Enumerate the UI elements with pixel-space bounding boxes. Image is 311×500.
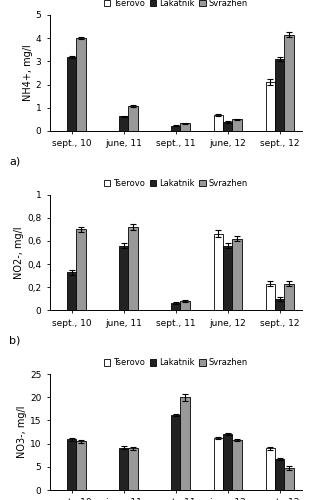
Legend: Tserovo, Lakatnik, Svrazhen: Tserovo, Lakatnik, Svrazhen [103,178,248,188]
Bar [180,301,190,310]
Bar [171,415,180,490]
Bar [119,246,128,310]
Bar [76,230,86,310]
Bar [285,468,294,490]
Bar [67,272,76,310]
Bar [223,434,232,490]
Bar [266,284,275,310]
Bar [128,106,138,131]
Bar [128,227,138,310]
Y-axis label: NO2-, mg/l: NO2-, mg/l [14,226,24,279]
Bar [214,115,223,131]
Bar [275,459,285,490]
Bar [128,448,138,490]
Bar [171,303,180,310]
Bar [76,38,86,131]
Bar [180,124,190,131]
Bar [119,448,128,490]
Bar [285,34,294,131]
Bar [223,122,232,131]
Bar [67,56,76,131]
Bar [232,238,242,310]
Bar [171,126,180,131]
Bar [119,116,128,131]
Legend: Tserovo, Lakatnik, Svrazhen: Tserovo, Lakatnik, Svrazhen [103,358,248,368]
Bar [214,234,223,310]
Bar [266,82,275,131]
Bar [275,299,285,310]
Bar [180,398,190,490]
Y-axis label: NO3-, mg/l: NO3-, mg/l [17,406,27,458]
Bar [67,440,76,490]
Bar [275,59,285,131]
Text: b): b) [9,336,21,346]
Legend: Tserovo, Lakatnik, Svrazhen: Tserovo, Lakatnik, Svrazhen [103,0,248,9]
Bar [223,246,232,310]
Bar [232,440,242,490]
Bar [285,284,294,310]
Bar [266,448,275,490]
Bar [76,442,86,490]
Bar [232,120,242,131]
Y-axis label: NH4+, mg/l: NH4+, mg/l [23,44,33,102]
Bar [214,438,223,490]
Text: a): a) [9,156,21,166]
